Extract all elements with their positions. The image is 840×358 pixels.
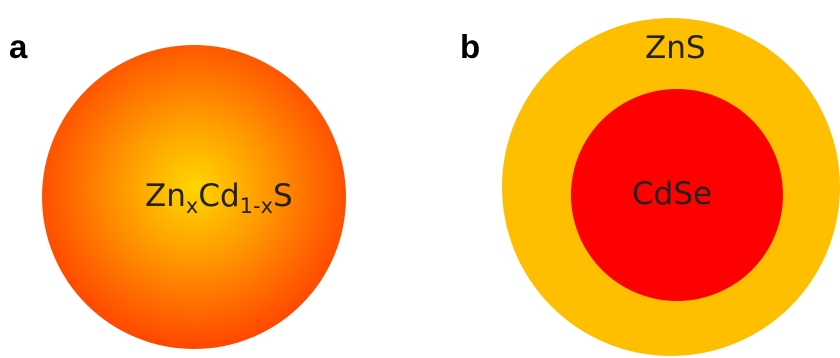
- alloy-formula-label: ZnxCd1-xS: [145, 178, 293, 217]
- core-circle: [571, 89, 783, 301]
- formula-subscript-x: x: [185, 194, 199, 218]
- formula-element-s: S: [273, 178, 293, 214]
- shell-label: ZnS: [645, 30, 706, 66]
- panel-label-a: a: [9, 28, 28, 65]
- formula-element-cd: Cd: [198, 178, 240, 214]
- panel-label-b: b: [460, 28, 481, 65]
- core-label: CdSe: [632, 176, 713, 212]
- formula-element-zn: Zn: [145, 178, 186, 214]
- alloy-nanocrystal-circle: [42, 45, 346, 349]
- formula-subscript-1-x: 1-x: [239, 194, 274, 218]
